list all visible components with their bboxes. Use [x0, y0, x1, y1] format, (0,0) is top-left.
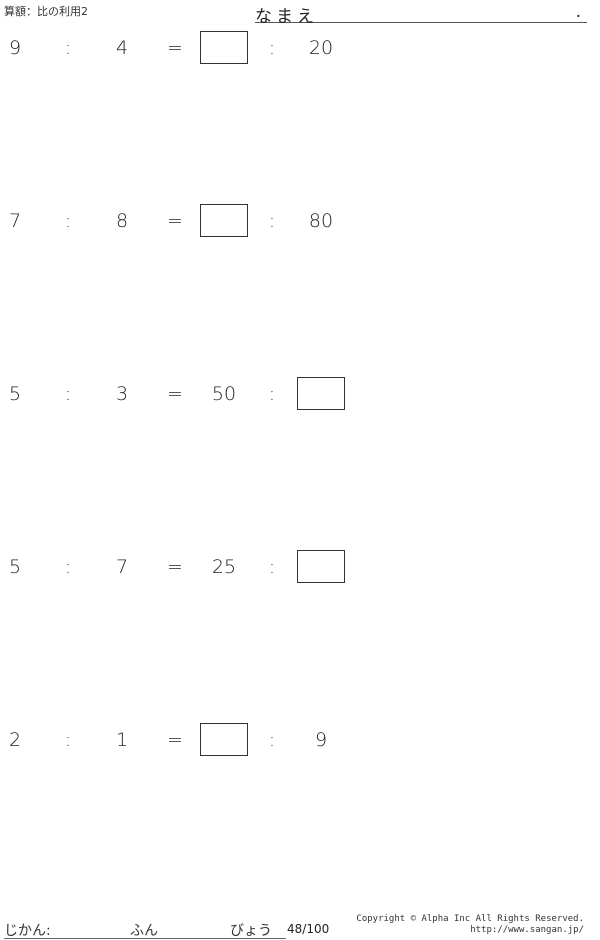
colon-sign: : [268, 556, 276, 578]
problem-row: 2: 1 =: 9 [0, 723, 600, 757]
colon-sign: : [268, 383, 276, 405]
colon-sign: : [268, 37, 276, 59]
term-a: 2 [8, 729, 22, 751]
answer-box[interactable] [297, 377, 345, 410]
problem-row: 7: 8 =: 80 [0, 204, 600, 238]
term-d: 80 [308, 210, 334, 232]
term-b: 4 [115, 37, 129, 59]
problem-row: 5: 7 = 25: [0, 550, 600, 584]
equals-sign: = [167, 556, 183, 578]
term-d: 9 [314, 729, 328, 751]
term-b: 7 [115, 556, 129, 578]
equals-sign: = [167, 210, 183, 232]
term-b: 1 [115, 729, 129, 751]
colon-sign: : [268, 729, 276, 751]
answer-box[interactable] [200, 31, 248, 64]
colon-sign: : [64, 210, 72, 232]
term-c: 25 [211, 556, 237, 578]
term-b: 3 [115, 383, 129, 405]
answer-box[interactable] [297, 550, 345, 583]
term-a: 7 [8, 210, 22, 232]
term-a: 5 [8, 556, 22, 578]
seconds-label: びょう [230, 923, 272, 939]
minutes-label: ふん [130, 923, 158, 939]
name-label: なまえ [255, 7, 318, 27]
name-field[interactable]: なまえ. [255, 2, 587, 27]
term-d: 20 [308, 37, 334, 59]
problem-row: 5: 3 = 50: [0, 377, 600, 411]
answer-box[interactable] [200, 204, 248, 237]
colon-sign: : [64, 556, 72, 578]
time-label: じかん: [4, 923, 51, 939]
colon-sign: : [64, 729, 72, 751]
term-a: 9 [8, 37, 22, 59]
site-url: http://www.sangan.jp/ [470, 925, 584, 935]
colon-sign: : [64, 37, 72, 59]
problem-row: 9: 4 =: 20 [0, 31, 600, 65]
equals-sign: = [167, 383, 183, 405]
colon-sign: : [64, 383, 72, 405]
copyright: Copyright © Alpha Inc All Rights Reserve… [356, 914, 584, 936]
term-a: 5 [8, 383, 22, 405]
page-number: 48/100 [287, 922, 330, 936]
answer-box[interactable] [200, 723, 248, 756]
name-end-dot: . [575, 2, 581, 22]
worksheet-title: 算額：比の利用2 [4, 5, 88, 18]
term-b: 8 [115, 210, 129, 232]
time-field: じかん: ふん びょう [4, 918, 286, 939]
copyright-text: Copyright © Alpha Inc All Rights Reserve… [356, 914, 584, 924]
colon-sign: : [268, 210, 276, 232]
equals-sign: = [167, 37, 183, 59]
term-c: 50 [211, 383, 237, 405]
equals-sign: = [167, 729, 183, 751]
